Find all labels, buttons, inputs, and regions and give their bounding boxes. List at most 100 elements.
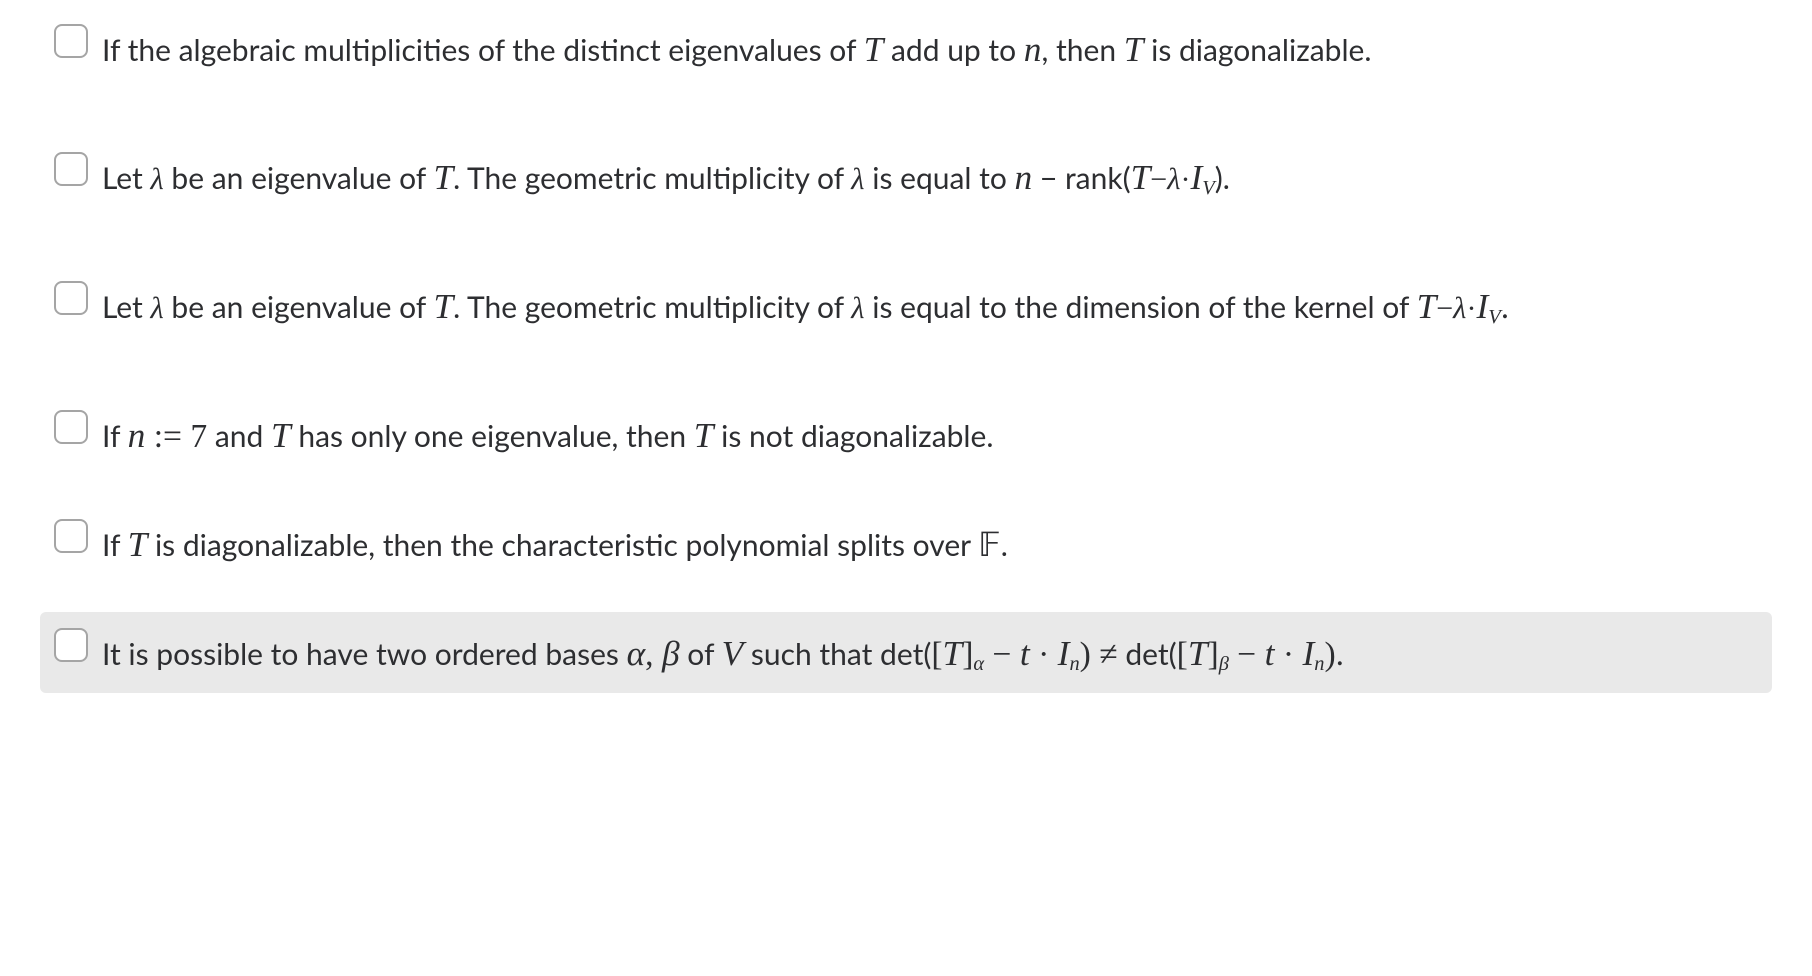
checkbox[interactable]	[54, 519, 88, 553]
math-I: I	[1302, 633, 1314, 673]
math-T: T	[1417, 286, 1437, 326]
math-I: I	[1190, 157, 1202, 197]
math-T: T	[433, 157, 453, 197]
option-text: Let λ be an eigenvalue of T. The geometr…	[102, 150, 1752, 203]
math-minus: −	[1229, 636, 1265, 673]
text: det(	[1118, 636, 1177, 672]
math-minus: −	[1436, 292, 1453, 325]
text: is diagonalizable.	[1143, 32, 1371, 68]
option-row[interactable]: It is possible to have two ordered bases…	[40, 612, 1772, 693]
math-minus: −	[984, 636, 1020, 673]
math-dot: ·	[1030, 636, 1058, 673]
math-alpha: α	[627, 633, 646, 673]
text: has only one eigenvalue, then	[291, 418, 694, 454]
math-beta: β	[662, 633, 680, 673]
math-t: t	[1265, 633, 1275, 673]
option-row[interactable]: Let λ be an eigenvalue of T. The geometr…	[40, 265, 1772, 346]
text: − rank(	[1032, 160, 1130, 196]
math-expr: T−λ·IV	[1417, 289, 1501, 325]
text: If the algebraic multiplicities of the d…	[102, 32, 864, 68]
checkbox[interactable]	[54, 24, 88, 58]
math-lambda: λ	[150, 291, 163, 325]
math-T: T	[694, 415, 714, 455]
text: add up to	[883, 32, 1023, 68]
math-sub-V: V	[1202, 177, 1214, 199]
math-neq: ≠	[1099, 636, 1117, 673]
math-dot: ·	[1274, 636, 1302, 673]
math-expr: T−λ·IV	[1131, 160, 1215, 196]
option-row[interactable]: If the algebraic multiplicities of the d…	[40, 8, 1772, 88]
text: It is possible to have two ordered bases	[102, 636, 627, 672]
math-t: t	[1020, 633, 1030, 673]
option-row[interactable]: Let λ be an eigenvalue of T. The geometr…	[40, 136, 1772, 217]
text: of	[680, 636, 722, 672]
math-lambda: λ	[1453, 291, 1466, 325]
checkbox[interactable]	[54, 410, 88, 444]
text: Let	[102, 160, 150, 196]
math-T: T	[271, 415, 291, 455]
text: ).	[1215, 160, 1230, 196]
math-dot: ·	[1466, 292, 1476, 325]
math-dot: ·	[1180, 163, 1190, 196]
math-n: n	[128, 415, 146, 455]
math-7: 7	[190, 418, 207, 455]
text: be an eigenvalue of	[164, 160, 434, 196]
option-row[interactable]: If T is diagonalizable, then the charact…	[40, 503, 1772, 584]
math-assign: :=	[145, 418, 190, 455]
text: is equal to	[865, 160, 1015, 196]
math-T: T	[1124, 29, 1144, 69]
text: is not diagonalizable.	[713, 418, 993, 454]
text: Let	[102, 289, 150, 325]
text: ).	[1324, 636, 1344, 673]
option-row[interactable]: If n := 7 and T has only one eigenvalue,…	[40, 394, 1772, 475]
text: )	[1080, 636, 1100, 673]
quiz-options-list: If the algebraic multiplicities of the d…	[0, 0, 1812, 733]
math-lbracket: [	[931, 636, 942, 673]
math-n: n	[1015, 157, 1033, 197]
math-lambda: λ	[1167, 162, 1180, 196]
option-text: It is possible to have two ordered bases…	[102, 626, 1752, 679]
math-sub-n: n	[1314, 653, 1324, 675]
text: .	[1501, 289, 1509, 326]
math-I: I	[1476, 286, 1488, 326]
text: . The geometric multiplicity of	[453, 289, 851, 325]
text: is diagonalizable, then the characterist…	[147, 527, 978, 563]
math-expr: [T]α − t · In) ≠	[931, 636, 1117, 672]
math-T: T	[433, 286, 453, 326]
checkbox[interactable]	[54, 281, 88, 315]
math-V: V	[722, 633, 744, 673]
math-lbracket: [	[1177, 636, 1188, 673]
math-lambda: λ	[851, 162, 864, 196]
math-T: T	[1131, 157, 1151, 197]
math-sub-V: V	[1488, 306, 1500, 328]
math-rbracket: ]	[962, 636, 973, 673]
math-F: 𝔽	[978, 527, 1001, 564]
text: .	[1001, 527, 1008, 563]
math-T: T	[128, 524, 148, 564]
math-lambda: λ	[851, 291, 864, 325]
option-text: If the algebraic multiplicities of the d…	[102, 22, 1752, 74]
text: If	[102, 527, 128, 563]
text: be an eigenvalue of	[164, 289, 434, 325]
math-expr: [T]β − t · In).	[1177, 636, 1344, 672]
math-sub-beta: β	[1219, 653, 1229, 675]
math-lambda: λ	[150, 162, 163, 196]
math-rbracket: ]	[1208, 636, 1219, 673]
text: , then	[1042, 32, 1124, 68]
math-minus: −	[1150, 163, 1167, 196]
math-T: T	[864, 29, 884, 69]
checkbox[interactable]	[54, 152, 88, 186]
option-text: If T is diagonalizable, then the charact…	[102, 517, 1752, 570]
option-text: If n := 7 and T has only one eigenvalue,…	[102, 408, 1752, 461]
text: ,	[645, 636, 662, 673]
math-I: I	[1058, 633, 1070, 673]
text: and	[207, 418, 271, 454]
math-sub-n: n	[1069, 653, 1079, 675]
option-text: Let λ be an eigenvalue of T. The geometr…	[102, 279, 1752, 332]
math-T: T	[943, 633, 963, 673]
math-n: n	[1024, 29, 1042, 69]
text: . The geometric multiplicity of	[453, 160, 851, 196]
text: is equal to the dimension of the kernel …	[865, 289, 1417, 325]
math-T: T	[1188, 633, 1208, 673]
checkbox[interactable]	[54, 628, 88, 662]
